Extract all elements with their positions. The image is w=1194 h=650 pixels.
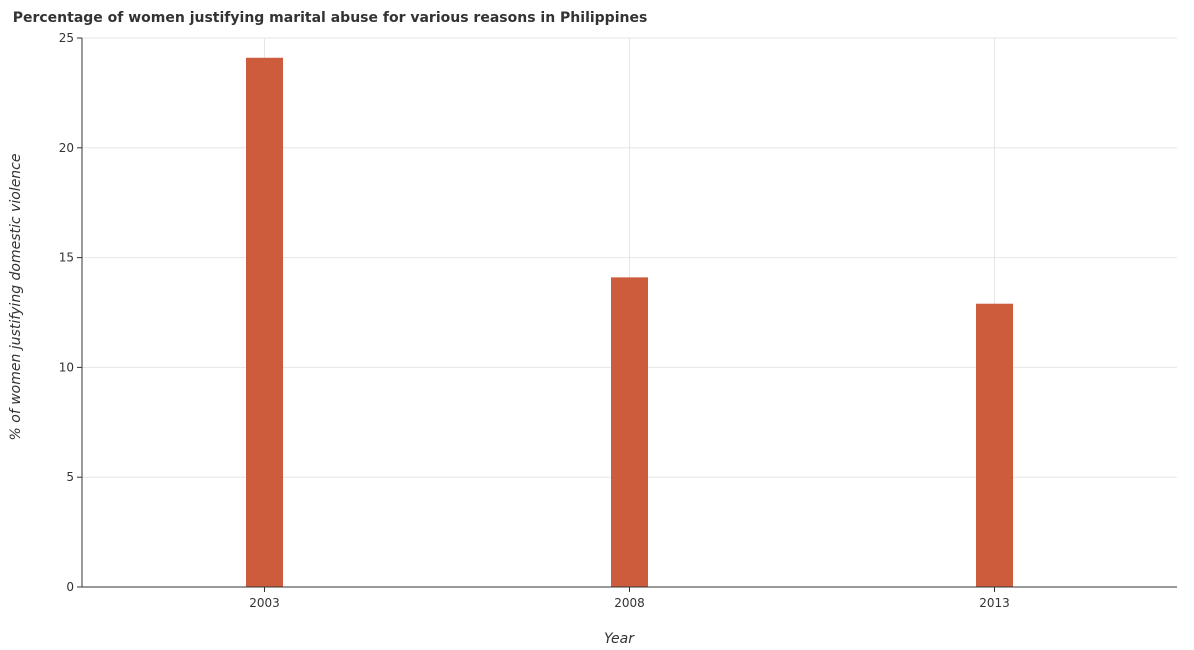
- y-tick-label: 20: [59, 141, 74, 155]
- bar-2013: [976, 303, 1013, 587]
- x-tick-label: 2003: [249, 596, 280, 610]
- axes: 0 5 10 15 20 25 2003 2008 2013: [59, 31, 1177, 610]
- y-tick-label: 25: [59, 31, 74, 45]
- y-axis-label: % of women justifying domestic violence: [8, 154, 24, 441]
- y-tick-label: 5: [66, 470, 74, 484]
- x-tick-label: 2008: [614, 596, 645, 610]
- x-axis-label: Year: [604, 631, 635, 647]
- y-tick-label: 0: [66, 580, 74, 594]
- chart-title: Percentage of women justifying marital a…: [12, 10, 648, 26]
- bar-2003: [246, 57, 283, 588]
- bars: [246, 57, 1013, 588]
- bar-2008: [611, 277, 648, 587]
- y-tick-label: 10: [59, 360, 74, 374]
- y-tick-label: 15: [59, 251, 74, 265]
- x-tick-label: 2013: [979, 596, 1010, 610]
